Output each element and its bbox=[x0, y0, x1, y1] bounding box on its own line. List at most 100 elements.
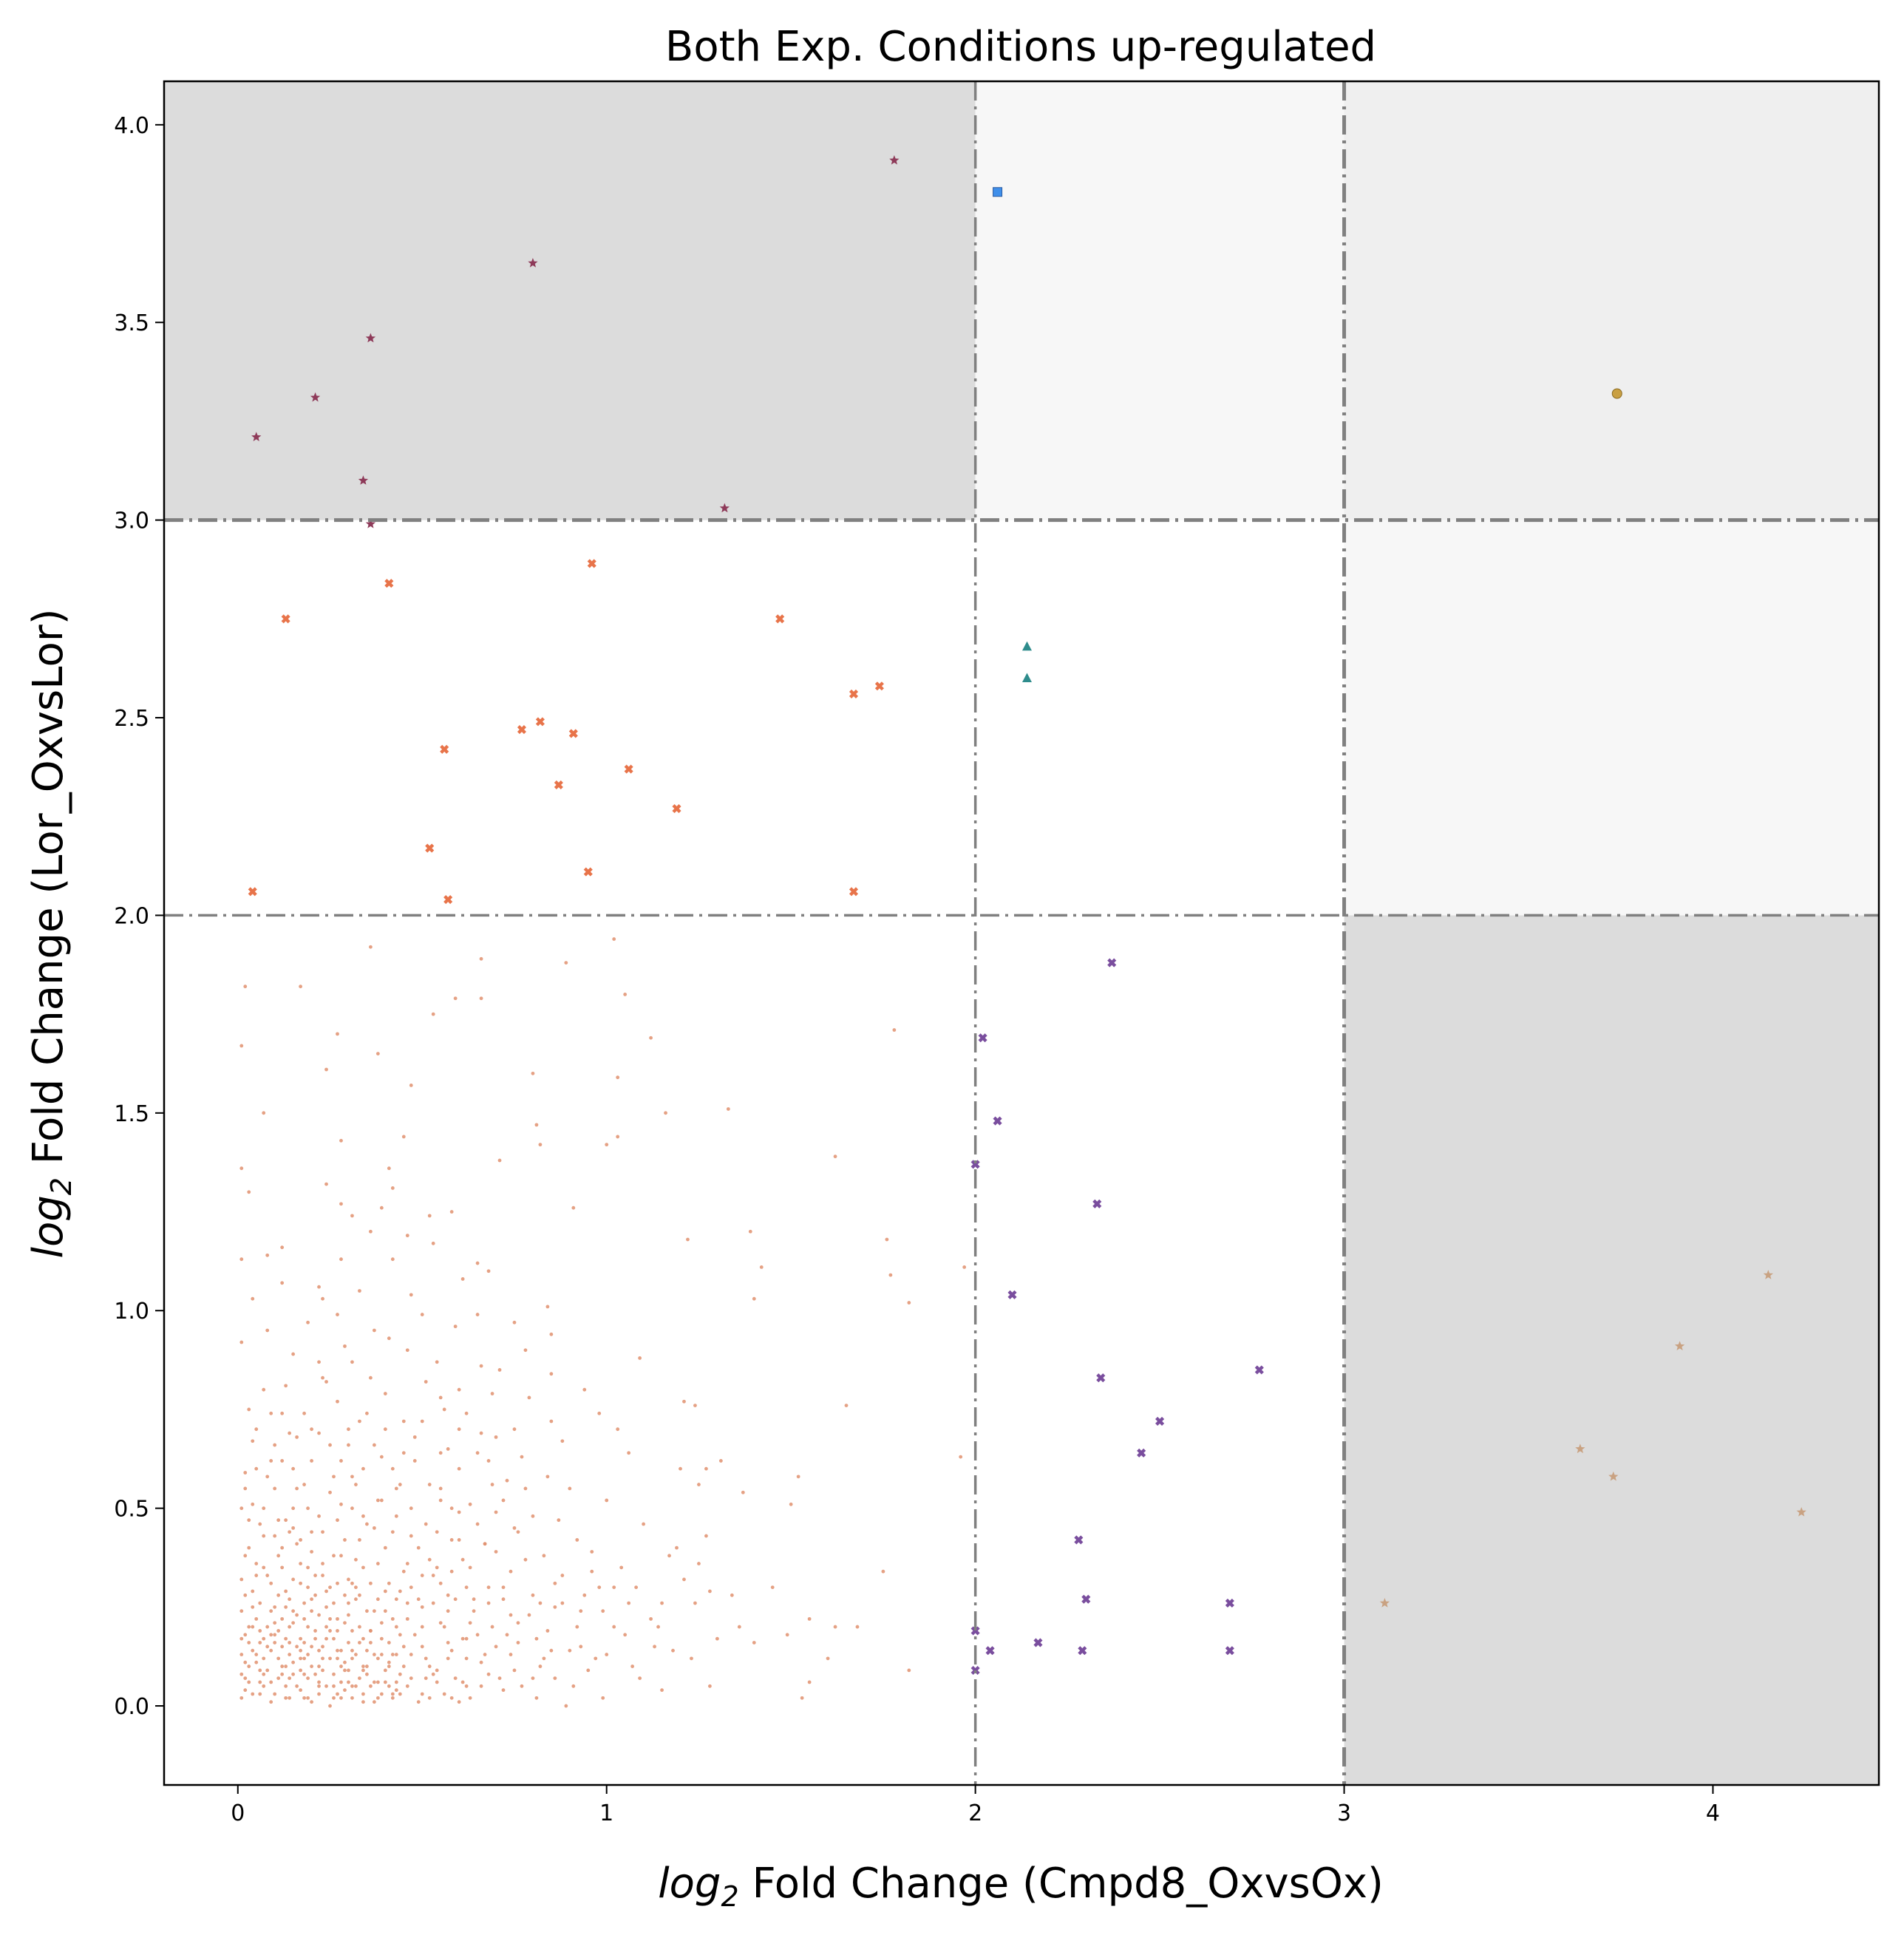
point-s0-580 bbox=[295, 1684, 299, 1688]
point-s0-320 bbox=[295, 1435, 299, 1439]
x-tick-label-2: 2 bbox=[968, 1800, 982, 1826]
shaded-region-3 bbox=[1344, 520, 1879, 916]
point-s0-605 bbox=[387, 1684, 391, 1688]
point-s0-192 bbox=[472, 1609, 476, 1613]
point-s0-259 bbox=[638, 1676, 642, 1681]
point-s0-483 bbox=[306, 1506, 310, 1511]
point-s0-21 bbox=[605, 1143, 609, 1147]
point-s0-25 bbox=[401, 1135, 406, 1139]
point-s0-246 bbox=[284, 1664, 288, 1668]
point-s0-422 bbox=[424, 1676, 428, 1681]
point-s0-82 bbox=[405, 1348, 409, 1353]
point-s0-237 bbox=[568, 1648, 572, 1653]
point-s0-54 bbox=[759, 1265, 764, 1269]
point-s0-120 bbox=[479, 1431, 483, 1435]
point-s0-185 bbox=[306, 1585, 310, 1589]
point-s0-131 bbox=[375, 1498, 380, 1503]
point-s0-266 bbox=[299, 1688, 303, 1693]
point-s0-141 bbox=[741, 1490, 745, 1494]
point-s0-442 bbox=[409, 1585, 413, 1589]
point-s0-29 bbox=[239, 1166, 244, 1171]
point-s0-101 bbox=[336, 1399, 339, 1404]
point-s0-518 bbox=[427, 1483, 432, 1486]
point-s0-219 bbox=[785, 1633, 789, 1637]
point-s3-10 bbox=[1074, 1535, 1084, 1545]
point-s0-273 bbox=[442, 1692, 446, 1696]
point-s0-37 bbox=[379, 1205, 384, 1210]
point-s1-5 bbox=[849, 689, 859, 698]
point-s0-100 bbox=[302, 1411, 306, 1415]
point-s0-348 bbox=[306, 1676, 310, 1681]
point-s0-424 bbox=[464, 1656, 469, 1661]
point-s0-31 bbox=[247, 1190, 251, 1194]
point-s0-22 bbox=[616, 1135, 620, 1139]
point-s0-147 bbox=[284, 1518, 288, 1523]
point-s0-491 bbox=[424, 1522, 428, 1526]
point-s0-42 bbox=[405, 1234, 409, 1238]
point-s0-68 bbox=[475, 1313, 480, 1316]
point-s1-0 bbox=[248, 887, 257, 897]
point-s0-384 bbox=[372, 1443, 376, 1447]
point-s0-50 bbox=[475, 1261, 480, 1265]
point-s0-577 bbox=[284, 1696, 288, 1700]
point-s0-429 bbox=[258, 1629, 262, 1633]
point-s0-587 bbox=[321, 1656, 324, 1661]
point-s0-601 bbox=[372, 1680, 376, 1684]
point-s0-551 bbox=[468, 1621, 472, 1625]
point-s0-593 bbox=[343, 1668, 347, 1673]
point-s3-8 bbox=[1155, 1416, 1165, 1426]
point-s0-236 bbox=[538, 1664, 543, 1668]
point-s0-391 bbox=[545, 1475, 550, 1479]
point-s0-502 bbox=[317, 1684, 321, 1688]
point-s0-558 bbox=[597, 1585, 602, 1589]
point-s0-607 bbox=[394, 1680, 398, 1684]
point-s0-63 bbox=[321, 1296, 324, 1301]
point-s0-189 bbox=[398, 1589, 402, 1594]
point-s0-355 bbox=[361, 1664, 365, 1668]
point-s0-492 bbox=[438, 1498, 443, 1503]
point-s0-356 bbox=[368, 1581, 373, 1585]
point-s0-297 bbox=[291, 1577, 296, 1582]
x-axis-label: log2 Fold Change (Cmpd8_OxvsOx) bbox=[658, 1860, 1384, 1913]
point-s0-471 bbox=[365, 1411, 369, 1415]
point-s0-16 bbox=[892, 1028, 897, 1032]
point-s0-33 bbox=[726, 1107, 730, 1111]
point-s1-3 bbox=[587, 559, 596, 568]
point-s0-374 bbox=[619, 1565, 624, 1570]
point-s0-329 bbox=[457, 1510, 461, 1514]
point-s2-5 bbox=[889, 155, 900, 165]
point-s0-393 bbox=[299, 1581, 303, 1585]
point-s0-176 bbox=[667, 1554, 671, 1558]
y-tick-label-6: 3.0 bbox=[114, 509, 149, 534]
point-s0-288 bbox=[390, 1692, 395, 1696]
point-s0-119 bbox=[446, 1447, 450, 1451]
point-s0-251 bbox=[387, 1664, 391, 1668]
point-s0-311 bbox=[302, 1483, 306, 1486]
point-s0-515 bbox=[339, 1459, 343, 1463]
point-s0-225 bbox=[276, 1629, 281, 1633]
point-s0-373 bbox=[605, 1653, 609, 1656]
point-s0-591 bbox=[336, 1656, 339, 1661]
point-s0-597 bbox=[358, 1676, 361, 1681]
point-s0-296 bbox=[251, 1648, 255, 1653]
point-s0-7 bbox=[324, 1067, 328, 1072]
point-s0-73 bbox=[336, 1313, 339, 1316]
point-s0-394 bbox=[317, 1613, 321, 1617]
point-s0-501 bbox=[302, 1696, 306, 1700]
point-s0-260 bbox=[708, 1684, 712, 1688]
point-s0-13 bbox=[564, 961, 568, 965]
point-s0-135 bbox=[501, 1498, 506, 1503]
point-s0-35 bbox=[571, 1205, 576, 1210]
point-s0-231 bbox=[401, 1645, 406, 1649]
point-s0-5 bbox=[336, 1032, 339, 1036]
point-s0-171 bbox=[486, 1585, 491, 1589]
point-s0-555 bbox=[538, 1601, 543, 1605]
point-s0-166 bbox=[361, 1565, 365, 1570]
point-s0-278 bbox=[601, 1696, 605, 1700]
point-s0-328 bbox=[446, 1656, 450, 1661]
plot-frame bbox=[163, 80, 1880, 1786]
point-s0-543 bbox=[387, 1660, 391, 1664]
point-s0-428 bbox=[247, 1664, 251, 1668]
point-s0-399 bbox=[383, 1609, 387, 1613]
point-s0-478 bbox=[494, 1435, 498, 1439]
